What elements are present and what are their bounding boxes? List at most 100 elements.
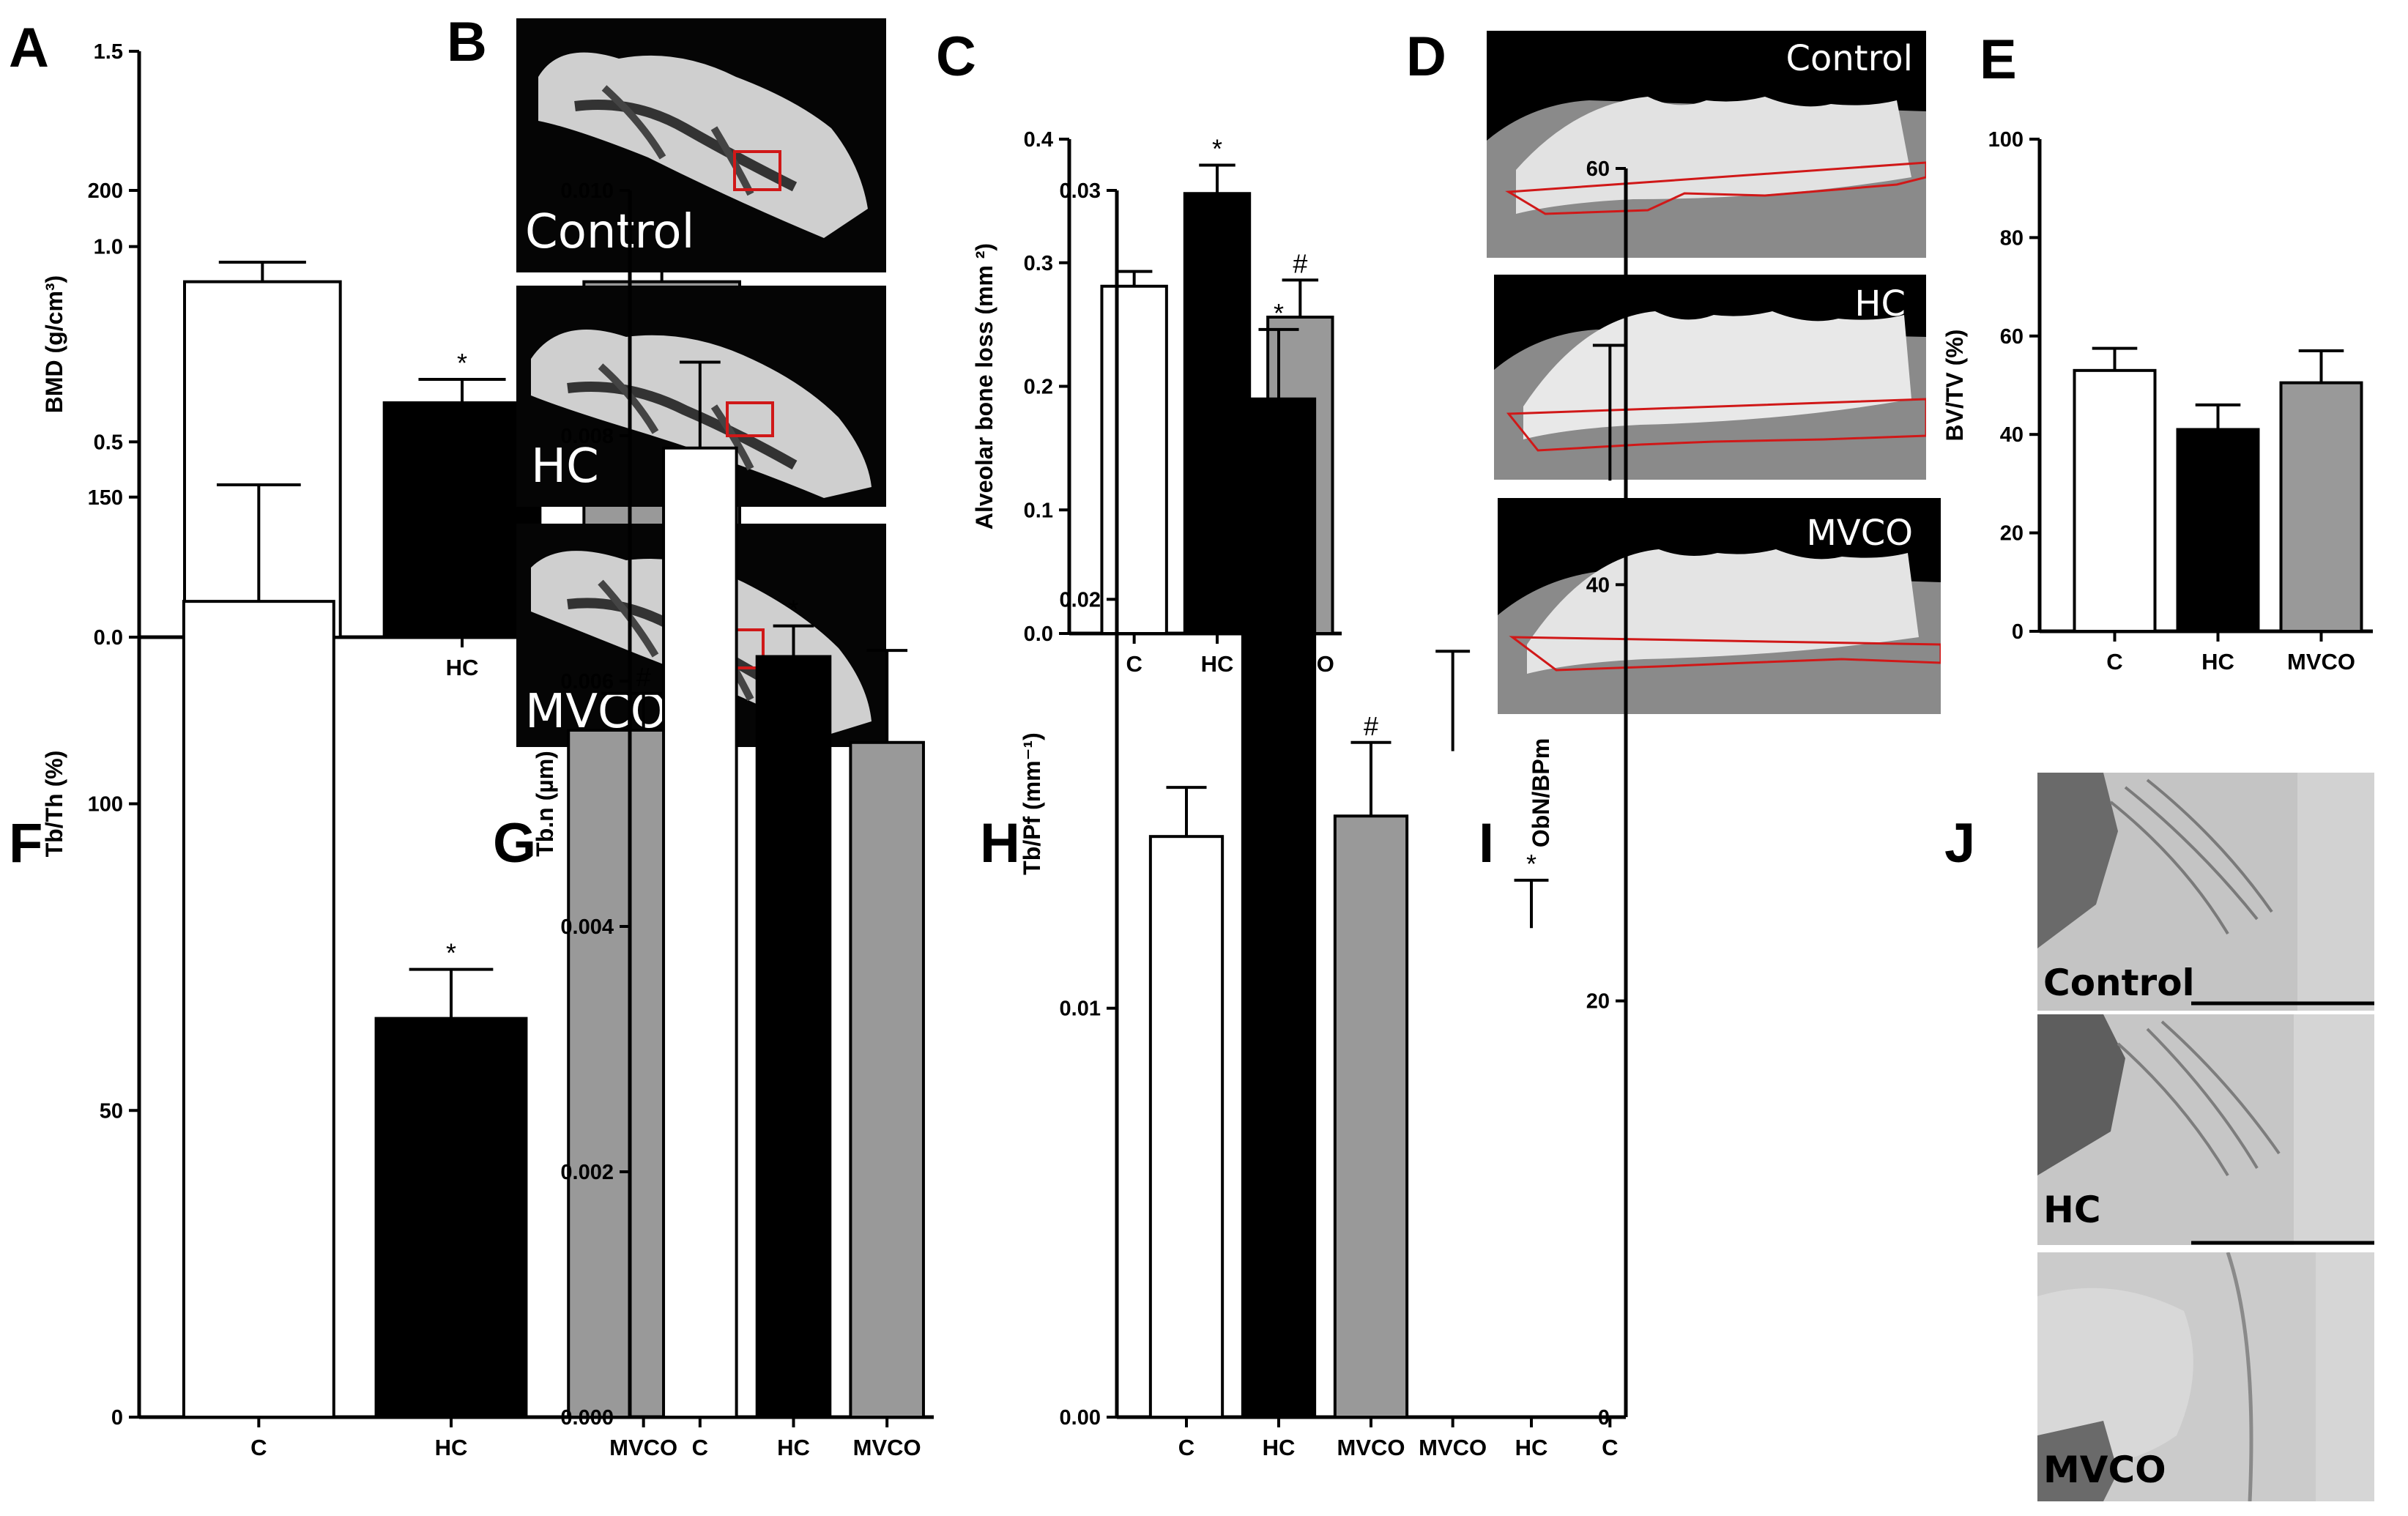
x-tick-label: HC	[1263, 1435, 1296, 1460]
microct-label-hc: HC	[531, 439, 599, 494]
panel-label-a: A	[9, 17, 49, 79]
y-tick-label: 0.4	[1024, 128, 1053, 152]
jaw-photo-mvco: MVCO	[1498, 498, 1941, 714]
jaw-photo-hc-image	[1494, 311, 1926, 480]
y-tick-label: 1.5	[94, 40, 123, 64]
x-tick-label: C	[692, 1435, 708, 1460]
y-tick-label: 80	[2000, 226, 2024, 250]
panel-label-b: B	[447, 11, 487, 73]
histology-control-image	[2037, 773, 2374, 1011]
y-tick-label: 0.5	[94, 431, 123, 454]
significance-mark: *	[457, 348, 467, 378]
y-tick-label: 0.01	[1060, 997, 1101, 1021]
y-axis-label: Alveolar bone loss (mm ²)	[971, 243, 997, 530]
x-tick-label: HC	[446, 655, 479, 680]
y-axis-label: ObN/BPm	[1528, 738, 1554, 847]
panel-label-j: J	[1944, 812, 1976, 874]
roi-box	[726, 401, 774, 437]
x-tick-label: C	[1178, 1435, 1194, 1460]
y-axis-label: Tb/Pf (mm⁻¹)	[1019, 732, 1045, 875]
panel-label-g: G	[493, 812, 537, 874]
panel-label-d: D	[1406, 26, 1446, 88]
bar-c	[1148, 835, 1225, 1419]
y-tick-label: 1.0	[94, 236, 123, 259]
y-tick-label: 20	[1586, 990, 1610, 1014]
y-tick-label: 0.3	[1024, 252, 1053, 275]
y-tick-label: 150	[88, 486, 123, 510]
y-tick-label: 0.03	[1060, 179, 1101, 203]
y-tick-label: 0.0	[1024, 623, 1053, 646]
y-tick-label: 100	[88, 793, 123, 817]
x-tick-label: C	[2106, 649, 2122, 675]
y-tick-label: 0.00	[1060, 1406, 1101, 1430]
y-tick-label: 50	[100, 1099, 123, 1123]
significance-mark: #	[1293, 248, 1307, 278]
bar-mvco	[1266, 316, 1334, 635]
bar-c	[1100, 284, 1168, 635]
panel-label-c: C	[936, 26, 976, 88]
histology-mvco-image	[2037, 1252, 2374, 1501]
panel-label-h: H	[980, 812, 1020, 874]
x-tick-label: C	[250, 1435, 267, 1460]
bar-hc	[1183, 192, 1252, 635]
jaw-photo-control-image	[1487, 97, 1926, 258]
y-tick-label: 0	[111, 1406, 123, 1430]
jaw-label-mvco: MVCO	[1806, 513, 1913, 554]
x-tick-label: C	[254, 655, 270, 680]
significance-mark: *	[1212, 133, 1222, 163]
histology-hc-image	[2037, 1014, 2374, 1245]
significance-mark: *	[1526, 849, 1536, 879]
roi-box	[733, 150, 781, 191]
x-tick-label: HC	[1201, 651, 1234, 677]
jaw-label-control: Control	[1785, 38, 1913, 79]
y-tick-label: 100	[1988, 128, 2024, 152]
panel-label-i: I	[1479, 812, 1495, 874]
y-tick-label: 0	[1598, 1406, 1610, 1430]
y-tick-label: 0.02	[1060, 588, 1101, 612]
y-tick-label: 0.0	[94, 626, 123, 650]
panel-label-f: F	[9, 812, 43, 874]
x-tick-label: MVCO	[1419, 1435, 1487, 1460]
x-tick-label: HC	[777, 1435, 810, 1460]
y-tick-label: 0.000	[560, 1406, 614, 1430]
microct-section-hc: HC	[516, 286, 886, 507]
bar-hc	[374, 1017, 528, 1419]
x-tick-label: MVCO	[853, 1435, 921, 1460]
y-axis-label: Tb/Th (%)	[41, 751, 67, 858]
jaw-label-hc: HC	[1854, 283, 1906, 324]
microct-section-mvco: MVCO	[516, 524, 886, 747]
bar-hc	[1241, 397, 1317, 1419]
microct-label-mvco: MVCO	[525, 685, 668, 739]
significance-mark: *	[1274, 298, 1284, 328]
y-tick-label: 60	[2000, 325, 2024, 349]
y-tick-label: 0.2	[1024, 376, 1053, 399]
bar-mvco	[567, 729, 721, 1419]
histology-control: Control	[2037, 773, 2374, 1011]
x-tick-label: MVCO	[1266, 651, 1334, 677]
histology-mvco: MVCO	[2037, 1252, 2374, 1501]
y-tick-label: 0.004	[560, 915, 614, 939]
microct-label-control: Control	[525, 205, 695, 259]
bar-c	[182, 600, 335, 1419]
y-tick-label: 200	[88, 179, 123, 203]
jaw-photo-control: Control	[1487, 31, 1926, 258]
y-axis-label: BV/TV (%)	[1941, 330, 1968, 442]
jaw-photo-hc: HC	[1494, 275, 1926, 480]
x-tick-label: MVCO	[2287, 649, 2355, 675]
panel-label-e: E	[1980, 29, 2017, 91]
microct-control-image	[538, 52, 868, 239]
histology-hc: HC	[2037, 1014, 2374, 1245]
x-tick-label: HC	[1515, 1435, 1548, 1460]
y-tick-label: 0.1	[1024, 499, 1053, 522]
histology-label-hc: HC	[2043, 1189, 2101, 1231]
bar-mvco	[2279, 381, 2363, 633]
bar-c	[2073, 368, 2157, 633]
bar-c	[182, 280, 342, 639]
significance-mark: *	[446, 938, 456, 968]
bar-mvco	[849, 740, 925, 1419]
bar-hc	[2176, 428, 2260, 633]
y-axis-label: BMD (g/cm³)	[41, 275, 67, 413]
histology-label-mvco: MVCO	[2043, 1449, 2166, 1491]
y-tick-label: 40	[2000, 423, 2024, 447]
bar-mvco	[1333, 814, 1409, 1419]
